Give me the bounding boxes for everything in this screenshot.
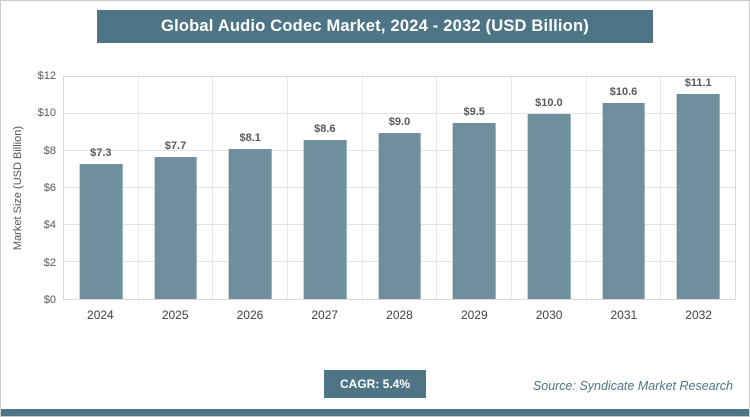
bar-cell: $11.1 — [661, 77, 735, 299]
x-tick-label: 2030 — [535, 308, 563, 322]
cagr-badge: CAGR: 5.4% — [323, 370, 427, 398]
bar-value-label: $9.0 — [388, 115, 411, 128]
y-axis-label-box: Market Size (USD Billion) — [9, 76, 27, 300]
bar — [452, 123, 496, 299]
bar — [602, 102, 645, 299]
footer: CAGR: 5.4% Source: Syndicate Market Rese… — [1, 370, 749, 398]
source-credit: Source: Syndicate Market Research — [532, 379, 733, 393]
gridline — [64, 113, 735, 114]
bars-row: $7.3 $7.7 $8.1 $8.6 $9.0 $9.5 $10.0 $10.6 $11.1 — [64, 77, 735, 299]
x-tick-label: 2027 — [311, 308, 339, 322]
bar — [527, 114, 571, 299]
bar-chart: Market Size (USD Billion) $0 $2 $4 $6 $8 $10 $… — [9, 70, 736, 322]
bar — [79, 163, 123, 299]
chart-title: Global Audio Codec Market, 2024 - 2032 (… — [161, 17, 589, 35]
x-tick-label: 2032 — [685, 308, 712, 322]
bar-cell: $9.0 — [363, 77, 438, 299]
bar-cell: $7.3 — [64, 77, 139, 299]
x-tick-label: 2025 — [161, 308, 189, 322]
y-tick-label: $2 — [43, 256, 56, 269]
x-axis-labels: 2024 2025 2026 2027 2028 2029 2030 2031 2032 — [63, 308, 736, 322]
bar — [228, 149, 272, 299]
y-tick-label: $6 — [43, 182, 56, 194]
x-tick-label: 2026 — [236, 308, 264, 322]
bar-value-label: $10.6 — [609, 85, 638, 98]
y-axis-ticks: $0 $2 $4 $6 $8 $10 $12 — [27, 70, 63, 306]
y-tick-label: $0 — [43, 294, 56, 306]
y-tick-label: $12 — [37, 70, 56, 82]
bar-cell: $10.6 — [587, 77, 662, 299]
x-tick-label: 2024 — [87, 308, 114, 322]
bar-value-label: $8.1 — [239, 132, 261, 145]
y-tick-label: $8 — [43, 144, 56, 157]
bar-cell: $8.1 — [213, 77, 289, 299]
bar-value-label: $7.3 — [90, 146, 112, 159]
x-tick-label: 2029 — [460, 308, 488, 322]
bar-cell: $8.6 — [288, 77, 363, 299]
plot-wrap: $7.3 $7.7 $8.1 $8.6 $9.0 $9.5 $10.0 $10.6 $11.1 … — [63, 76, 736, 322]
x-tick-label: 2028 — [386, 308, 413, 322]
bar-value-label: $7.7 — [164, 139, 187, 152]
plot-area: $7.3 $7.7 $8.1 $8.6 $9.0 $9.5 $10.0 $10.6 $11.1 — [63, 76, 736, 300]
bar-cell: $9.5 — [437, 77, 513, 299]
bar — [303, 139, 347, 299]
bottom-accent-strip — [1, 409, 749, 416]
y-tick-label: $10 — [37, 107, 56, 120]
x-tick-label: 2031 — [610, 308, 638, 322]
bar — [676, 93, 720, 299]
bar-value-label: $10.0 — [535, 97, 563, 109]
bar-value-label: $11.1 — [684, 76, 712, 89]
bar-cell: $7.7 — [139, 77, 214, 299]
bar — [154, 156, 197, 299]
y-axis-label: Market Size (USD Billion) — [12, 125, 24, 251]
bar — [378, 132, 421, 299]
bar-value-label: $9.5 — [463, 106, 485, 119]
y-tick-label: $4 — [43, 219, 56, 232]
bar-value-label: $8.6 — [314, 122, 336, 135]
chart-title-bar: Global Audio Codec Market, 2024 - 2032 (… — [97, 10, 653, 43]
bar-cell: $10.0 — [512, 77, 587, 299]
